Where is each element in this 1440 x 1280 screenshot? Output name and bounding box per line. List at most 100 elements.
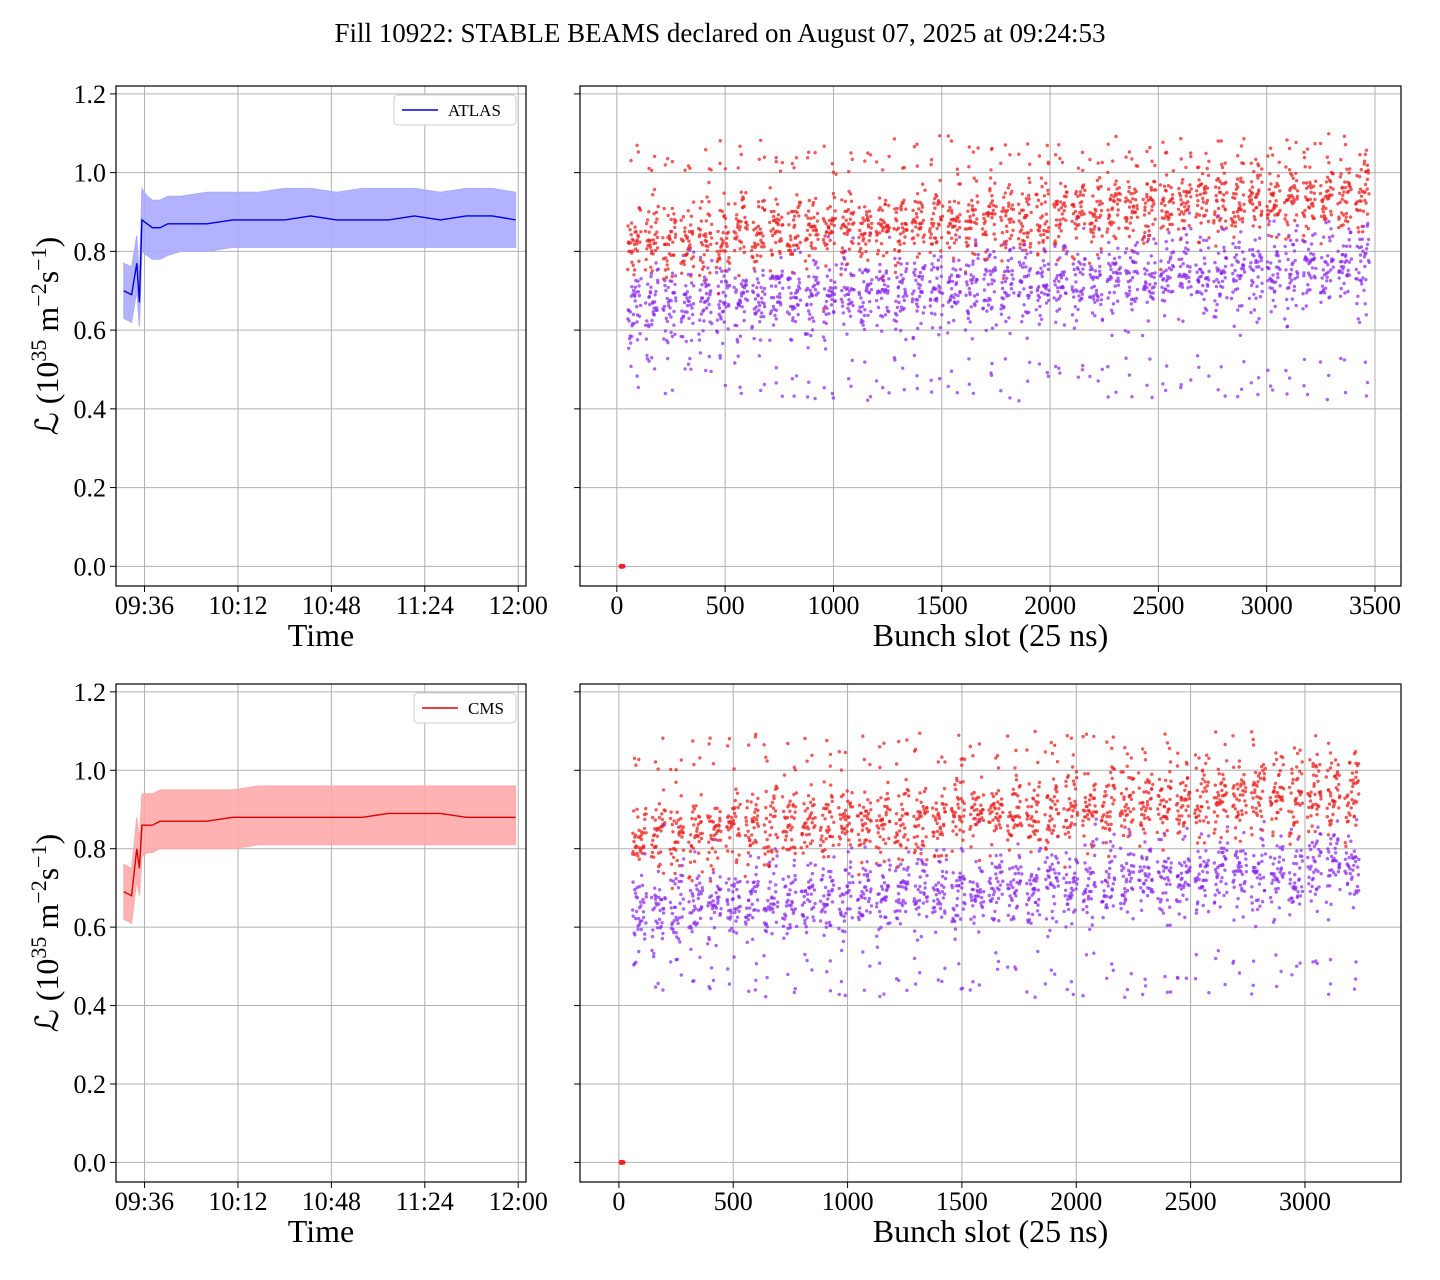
point-red	[652, 855, 656, 859]
point-purple	[717, 895, 721, 899]
point-purple	[775, 854, 779, 858]
point-red	[989, 147, 994, 152]
point-purple	[810, 316, 814, 320]
point-purple	[1270, 388, 1275, 392]
point-purple	[636, 279, 640, 283]
point-red	[752, 266, 756, 271]
point-red	[631, 249, 635, 253]
point-purple	[805, 916, 809, 920]
point-purple	[655, 921, 660, 925]
point-purple	[1340, 259, 1344, 264]
point-purple	[1118, 266, 1123, 270]
point-purple	[1271, 298, 1275, 303]
point-red	[1256, 164, 1261, 168]
point-red	[1080, 186, 1085, 190]
point-red	[793, 810, 797, 814]
point-red	[710, 846, 714, 850]
point-red	[723, 249, 728, 253]
point-purple	[1251, 247, 1255, 252]
point-purple	[1164, 268, 1168, 272]
point-purple	[1259, 258, 1263, 263]
point-red	[933, 816, 938, 820]
point-red	[1187, 190, 1192, 194]
point-purple	[825, 970, 829, 974]
point-purple	[1070, 285, 1074, 289]
point-red	[636, 815, 640, 819]
point-red	[1057, 226, 1062, 230]
point-purple	[754, 865, 759, 869]
point-purple	[1096, 379, 1100, 383]
point-purple	[1109, 267, 1113, 272]
point-purple	[1187, 211, 1192, 215]
point-red	[955, 832, 959, 837]
point-purple	[912, 353, 917, 358]
point-purple	[874, 298, 879, 303]
point-red	[1367, 192, 1371, 196]
point-purple	[880, 329, 884, 333]
point-red	[877, 814, 882, 818]
point-purple	[897, 901, 901, 905]
point-purple	[886, 284, 890, 288]
point-red	[781, 846, 785, 850]
legend-box	[393, 94, 517, 126]
point-red	[1318, 191, 1323, 196]
point-red	[930, 217, 934, 221]
point-purple	[805, 892, 810, 896]
point-red	[996, 789, 1001, 793]
point-purple	[717, 303, 721, 307]
point-purple	[680, 915, 684, 919]
point-red	[1171, 201, 1176, 205]
point-purple	[964, 272, 968, 276]
point-red	[915, 142, 919, 146]
point-purple	[1326, 263, 1330, 267]
point-purple	[1259, 256, 1264, 260]
point-red	[806, 209, 811, 213]
point-red	[1064, 218, 1068, 222]
point-red	[876, 248, 881, 253]
point-purple	[1257, 317, 1261, 321]
point-red	[994, 792, 999, 796]
point-purple	[878, 269, 882, 274]
point-red	[670, 206, 674, 211]
point-red	[1324, 180, 1329, 184]
point-red	[1197, 240, 1202, 245]
point-red	[757, 205, 761, 209]
point-purple	[928, 304, 932, 308]
point-purple	[719, 907, 723, 911]
point-purple	[707, 985, 711, 989]
point-purple	[880, 314, 885, 319]
point-red	[919, 800, 923, 804]
point-purple	[1225, 296, 1229, 300]
point-purple	[1195, 270, 1199, 274]
point-red	[695, 829, 699, 833]
point-purple	[684, 339, 688, 344]
point-purple	[1109, 308, 1114, 312]
point-red	[720, 241, 725, 246]
point-purple	[699, 299, 703, 304]
point-red	[1147, 211, 1151, 215]
point-red	[809, 783, 813, 787]
point-red	[1109, 193, 1114, 197]
point-purple	[714, 906, 719, 910]
point-purple	[1302, 274, 1306, 278]
point-red	[1055, 202, 1059, 206]
point-red	[763, 208, 767, 212]
point-purple	[1029, 250, 1033, 254]
point-purple	[1055, 273, 1060, 278]
point-purple	[802, 900, 806, 905]
point-purple	[673, 282, 677, 287]
point-red	[751, 220, 756, 225]
point-red	[1171, 169, 1176, 173]
point-red	[856, 814, 860, 818]
point-purple	[1284, 251, 1288, 256]
point-purple	[685, 303, 690, 308]
point-purple	[1207, 269, 1211, 273]
point-purple	[1206, 246, 1211, 250]
point-red	[1017, 202, 1021, 206]
point-red	[769, 248, 773, 252]
point-purple	[1109, 276, 1114, 280]
point-red	[904, 846, 908, 850]
point-purple	[992, 249, 996, 254]
point-red	[730, 850, 735, 854]
point-red	[1341, 223, 1345, 227]
